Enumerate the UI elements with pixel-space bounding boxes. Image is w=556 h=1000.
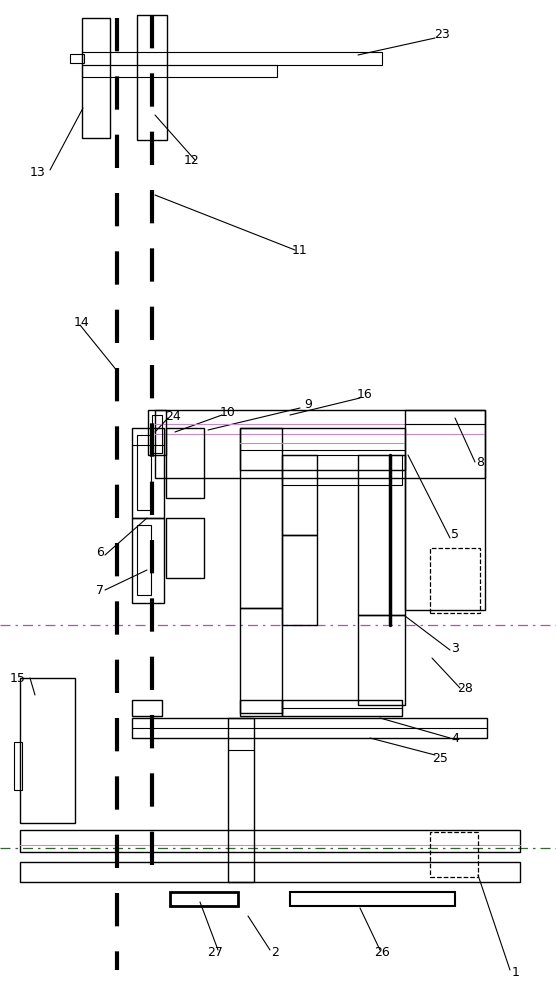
- Bar: [358, 615, 405, 705]
- Bar: [132, 718, 487, 738]
- Bar: [430, 548, 480, 613]
- Bar: [228, 718, 254, 882]
- Bar: [155, 410, 485, 478]
- Bar: [166, 518, 204, 578]
- Text: 7: 7: [96, 584, 104, 596]
- Bar: [290, 892, 455, 906]
- Text: 25: 25: [432, 752, 448, 764]
- Bar: [282, 535, 317, 625]
- Text: 16: 16: [357, 388, 373, 401]
- Bar: [82, 18, 110, 138]
- Bar: [20, 862, 520, 882]
- Text: 27: 27: [207, 946, 223, 958]
- Text: 10: 10: [220, 406, 236, 418]
- Bar: [282, 455, 402, 485]
- Text: 24: 24: [165, 410, 181, 422]
- Bar: [132, 518, 164, 603]
- Bar: [240, 428, 405, 470]
- Text: 6: 6: [96, 546, 104, 558]
- Bar: [405, 410, 485, 610]
- Text: 11: 11: [292, 243, 308, 256]
- Bar: [240, 700, 282, 716]
- Bar: [70, 54, 84, 63]
- Bar: [82, 65, 277, 77]
- Bar: [137, 15, 167, 140]
- Text: 13: 13: [30, 166, 46, 180]
- Bar: [240, 608, 282, 713]
- Text: 26: 26: [374, 946, 390, 958]
- Bar: [20, 830, 520, 852]
- Bar: [282, 700, 402, 716]
- Text: 5: 5: [451, 528, 459, 542]
- Text: 3: 3: [451, 642, 459, 654]
- Bar: [170, 892, 238, 906]
- Text: 2: 2: [271, 946, 279, 958]
- Bar: [282, 455, 317, 535]
- Bar: [152, 415, 162, 453]
- Bar: [358, 455, 405, 615]
- Text: 15: 15: [10, 672, 26, 684]
- Bar: [166, 428, 204, 498]
- Text: 8: 8: [476, 456, 484, 468]
- Text: 14: 14: [74, 316, 90, 328]
- Bar: [137, 525, 151, 595]
- Text: 23: 23: [434, 28, 450, 41]
- Text: 12: 12: [184, 153, 200, 166]
- Text: 9: 9: [304, 398, 312, 412]
- Bar: [132, 700, 162, 716]
- Text: 28: 28: [457, 682, 473, 694]
- Text: 1: 1: [512, 966, 520, 978]
- Bar: [240, 428, 282, 608]
- Bar: [20, 678, 75, 823]
- Bar: [82, 52, 382, 65]
- Bar: [137, 435, 151, 510]
- Bar: [430, 832, 478, 877]
- Bar: [148, 410, 166, 455]
- Bar: [14, 742, 22, 790]
- Bar: [132, 428, 164, 518]
- Text: 4: 4: [451, 732, 459, 744]
